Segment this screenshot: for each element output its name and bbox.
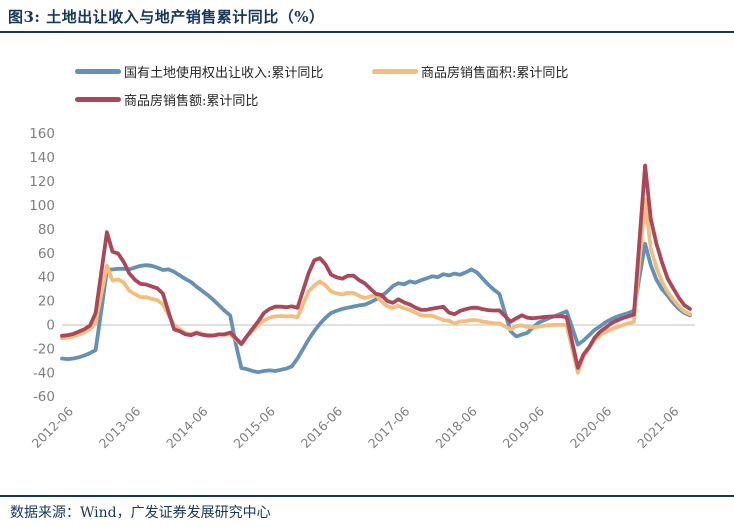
source-line: 数据来源：Wind，广发证券发展研究中心 — [10, 505, 271, 521]
y-axis-tick-label: 100 — [29, 198, 55, 214]
y-axis-tick-label: 120 — [29, 174, 55, 190]
title-rule — [0, 31, 734, 33]
x-axis-tick-label: 2020-06 — [567, 403, 615, 451]
x-axis-tick-label: 2016-06 — [298, 403, 346, 451]
x-axis-tick-label: 2018-06 — [432, 403, 480, 451]
y-axis-tick-label: -20 — [33, 341, 55, 357]
y-axis-tick-label: 160 — [29, 126, 55, 142]
legend-label-sales-area: 商品房销售面积:累计同比 — [421, 66, 569, 81]
y-axis-tick-label: -60 — [33, 389, 55, 405]
series-line-2 — [60, 163, 692, 370]
source-rule — [0, 495, 734, 497]
legend-swatch-sales-area — [372, 69, 418, 74]
x-axis-tick-label: 2019-06 — [500, 403, 548, 451]
figure-title: 图3: 土地出让收入与地产销售累计同比（%） — [8, 8, 325, 26]
series-line-0 — [60, 241, 692, 375]
legend-label-sales-value: 商品房销售额:累计同比 — [124, 94, 259, 109]
x-axis-tick-label: 2015-06 — [230, 403, 278, 451]
x-axis-tick-label: 2021-06 — [634, 403, 682, 451]
y-axis-tick-label: 140 — [29, 150, 55, 166]
legend-swatch-land-revenue — [75, 69, 121, 74]
legend-label-land-revenue: 国有土地使用权出让收入:累计同比 — [124, 66, 324, 81]
y-axis-tick-label: 20 — [38, 294, 55, 310]
y-axis-tick-label: -40 — [33, 365, 55, 381]
x-axis-tick-label: 2017-06 — [365, 403, 413, 451]
y-axis-tick-label: 60 — [38, 246, 55, 262]
x-axis-tick-label: 2014-06 — [163, 403, 211, 451]
y-axis-tick-label: 80 — [38, 222, 55, 238]
y-axis-tick-label: 40 — [38, 270, 55, 286]
y-axis-tick-label: 0 — [46, 318, 55, 334]
x-axis-tick-label: 2013-06 — [96, 403, 144, 451]
x-axis-tick-label: 2012-06 — [29, 403, 77, 451]
legend-swatch-sales-value — [75, 97, 121, 102]
